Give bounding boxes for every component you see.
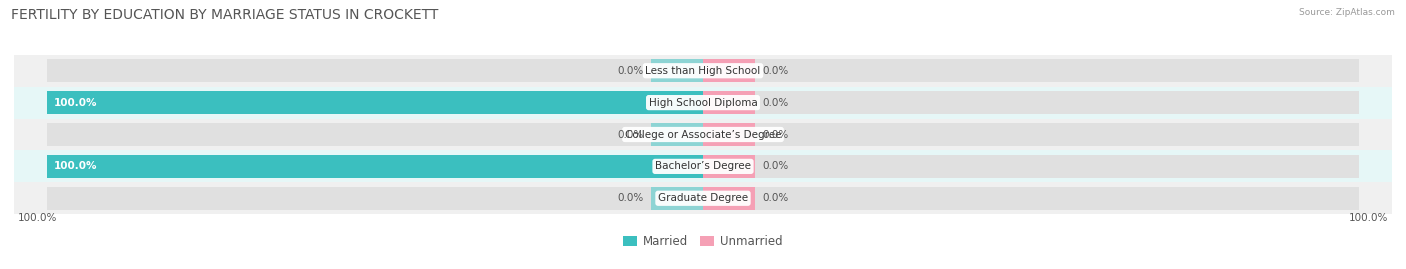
- Text: 100.0%: 100.0%: [17, 213, 56, 223]
- Bar: [14, 55, 1392, 87]
- Text: 100.0%: 100.0%: [53, 98, 97, 108]
- Text: Graduate Degree: Graduate Degree: [658, 193, 748, 203]
- Text: 0.0%: 0.0%: [762, 193, 789, 203]
- Bar: [703, 91, 755, 114]
- Bar: [14, 87, 1392, 119]
- Bar: [46, 155, 703, 178]
- Text: 0.0%: 0.0%: [762, 129, 789, 140]
- Text: 100.0%: 100.0%: [1350, 213, 1389, 223]
- Text: 0.0%: 0.0%: [617, 129, 644, 140]
- Bar: [651, 187, 703, 210]
- Bar: [703, 59, 755, 82]
- Bar: [46, 155, 703, 178]
- Bar: [46, 91, 703, 114]
- Text: Source: ZipAtlas.com: Source: ZipAtlas.com: [1299, 8, 1395, 17]
- Bar: [46, 187, 703, 210]
- Text: 100.0%: 100.0%: [53, 161, 97, 171]
- Bar: [14, 182, 1392, 214]
- Text: College or Associate’s Degree: College or Associate’s Degree: [624, 129, 782, 140]
- Text: Less than High School: Less than High School: [645, 66, 761, 76]
- Bar: [703, 123, 755, 146]
- Bar: [703, 123, 1360, 146]
- Legend: Married, Unmarried: Married, Unmarried: [619, 230, 787, 253]
- Bar: [703, 187, 755, 210]
- Text: High School Diploma: High School Diploma: [648, 98, 758, 108]
- Text: 0.0%: 0.0%: [762, 66, 789, 76]
- Text: 0.0%: 0.0%: [762, 161, 789, 171]
- Bar: [703, 59, 1360, 82]
- Bar: [46, 59, 703, 82]
- Text: 0.0%: 0.0%: [617, 193, 644, 203]
- Text: 0.0%: 0.0%: [617, 66, 644, 76]
- Bar: [703, 155, 1360, 178]
- Text: 0.0%: 0.0%: [762, 98, 789, 108]
- Bar: [46, 123, 703, 146]
- Bar: [46, 91, 703, 114]
- Bar: [651, 123, 703, 146]
- Text: FERTILITY BY EDUCATION BY MARRIAGE STATUS IN CROCKETT: FERTILITY BY EDUCATION BY MARRIAGE STATU…: [11, 8, 439, 22]
- Bar: [14, 150, 1392, 182]
- Bar: [651, 59, 703, 82]
- Bar: [14, 119, 1392, 150]
- Bar: [703, 91, 1360, 114]
- Bar: [703, 155, 755, 178]
- Bar: [703, 187, 1360, 210]
- Text: Bachelor’s Degree: Bachelor’s Degree: [655, 161, 751, 171]
